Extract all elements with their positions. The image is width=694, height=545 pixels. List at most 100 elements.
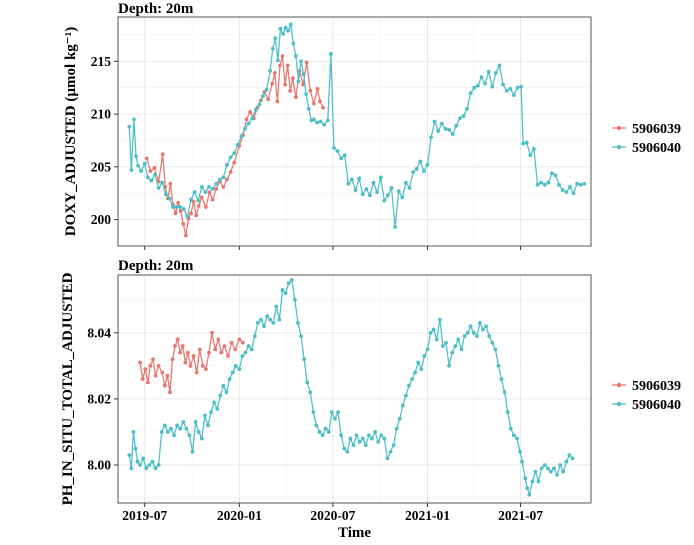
data-point [293,54,298,58]
data-point [210,187,215,191]
data-point [560,188,565,192]
data-point [204,205,208,209]
data-point [436,129,441,133]
data-point [174,205,179,209]
data-point [558,463,563,467]
data-point [189,211,193,216]
data-point [450,350,455,355]
data-point [323,426,328,431]
y-tick-label: 8.00 [87,458,111,473]
data-point [283,291,288,296]
data-point [336,410,340,415]
data-point [225,177,229,182]
data-point [342,153,347,158]
data-point [483,81,487,86]
data-point [188,363,193,368]
data-point [215,406,220,411]
data-point [335,149,340,153]
data-point [413,370,418,375]
data-point [468,91,473,95]
data-point [329,410,334,415]
data-point [199,185,204,189]
data-point [221,185,226,189]
data-point [176,200,181,205]
y-tick-label: 8.04 [87,325,111,340]
legend-key-point [616,125,622,131]
data-point [542,182,547,187]
data-point [194,213,199,218]
data-point [293,95,298,100]
data-point [135,459,140,464]
data-point [226,354,230,358]
data-point [411,170,416,175]
legend-item-5906039: 5906039 [612,379,681,394]
legend: 5906039 5906040 [612,379,681,413]
data-point [508,86,513,91]
data-point [511,433,516,438]
data-point [389,186,394,190]
data-point [317,430,322,434]
data-point [268,317,273,322]
data-point [187,433,192,438]
data-point [170,357,175,362]
data-point [400,195,405,200]
data-point [280,287,285,292]
legend-key-point [616,382,622,388]
legend-label: 5906040 [632,141,681,156]
data-point [524,140,529,145]
data-point [206,423,210,428]
data-point [561,469,566,474]
y-axis-title: PH_IN_SITU_TOTAL_ADJUSTED [60,272,76,505]
data-point [209,410,213,415]
data-point [486,69,491,74]
data-point [490,340,495,345]
data-point [147,463,152,467]
data-point [178,350,183,355]
data-point [189,197,193,202]
data-point [207,185,211,189]
data-point [213,347,218,352]
data-point [450,132,455,137]
data-point [539,466,544,471]
data-point [196,430,201,434]
data-point [321,105,326,110]
data-point [322,122,327,127]
data-point [375,190,380,195]
data-point [156,186,161,190]
data-point [478,321,482,325]
data-point [465,330,470,335]
data-point [266,97,271,102]
data-point [532,147,536,151]
data-point [243,126,247,131]
data-point [441,344,445,348]
data-point [468,324,473,329]
data-point [278,26,283,31]
data-point [162,423,167,428]
data-point [552,466,556,471]
data-point [286,281,291,286]
data-point [535,182,540,187]
data-point [240,354,245,358]
data-point [333,416,337,421]
data-point [237,367,242,372]
data-point [159,430,164,434]
legend-item-5906039: 5906039 [612,122,681,137]
data-point [386,193,390,198]
legend-label: 5906039 [632,379,681,394]
data-point [184,426,189,431]
data-point [364,187,369,191]
ph-panel: 8.00 8.02 8.04 2019-07 2020-01 2020-07 2021-01… [60,258,681,541]
data-point [283,82,287,87]
data-point [397,416,402,421]
data-point [404,180,408,185]
data-point [456,337,461,342]
data-point [207,350,211,355]
data-point [160,180,165,185]
data-point [394,426,399,431]
data-point [499,377,504,381]
data-point [567,453,572,457]
data-point [447,128,451,132]
data-point [270,46,275,51]
data-point [571,191,576,196]
y-tick-label: 8.02 [87,391,111,406]
